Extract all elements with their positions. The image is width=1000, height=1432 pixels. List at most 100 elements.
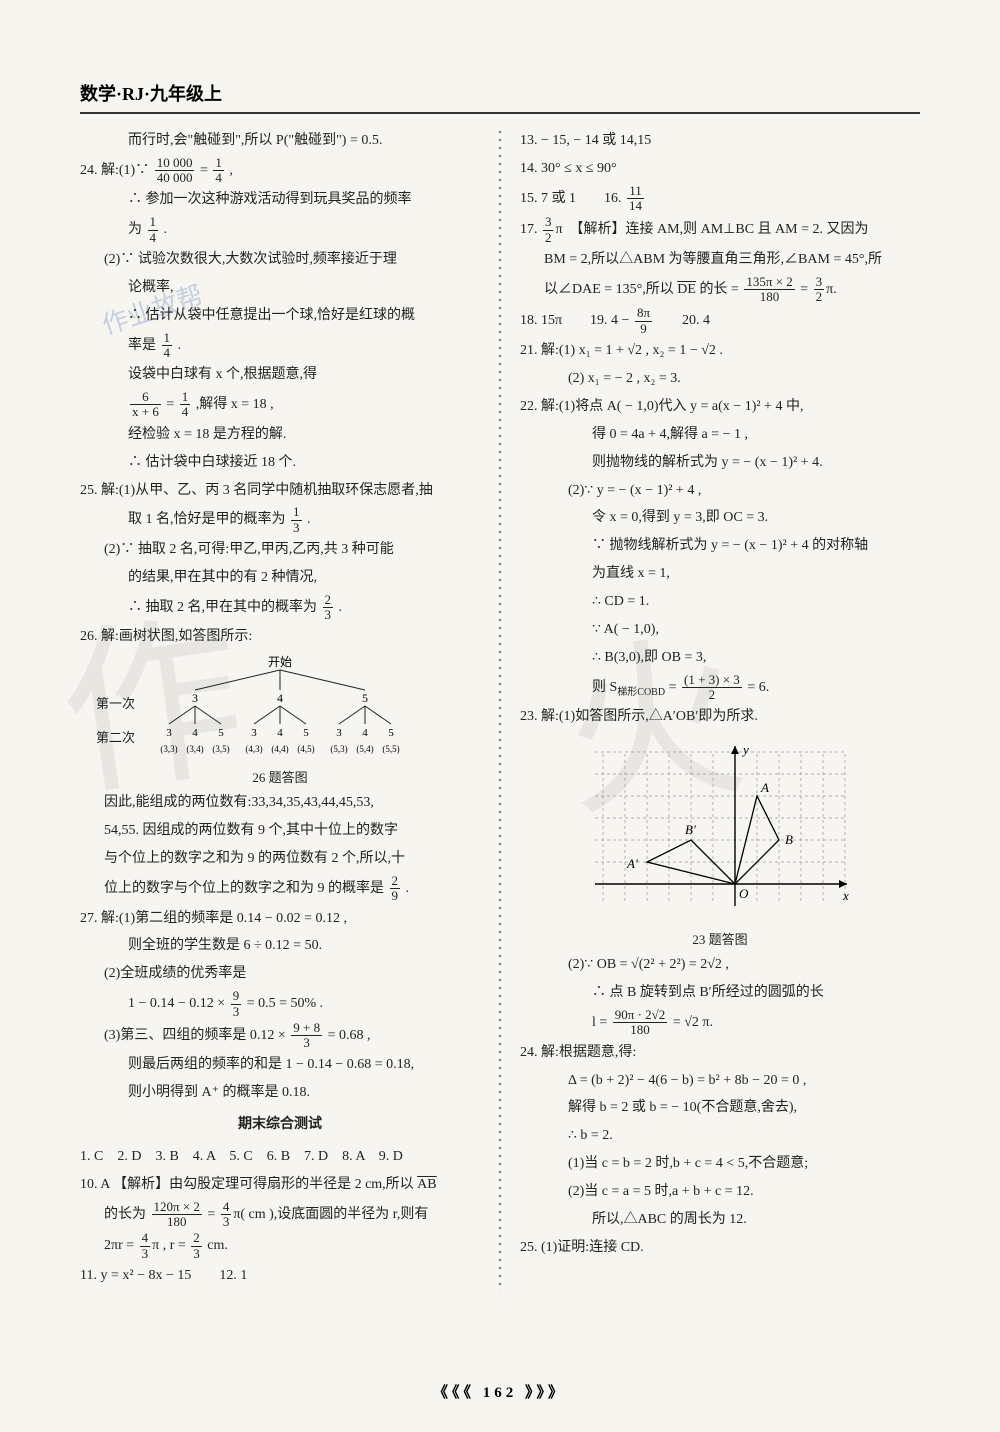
text-line: 21. 解:(1) x₁ = 1 + √2 , x₂ = 1 − √2 .	[520, 338, 920, 364]
text-line: 论概率,	[80, 275, 480, 301]
text-line: 与个位上的数字之和为 9 的两位数有 2 个,所以,十	[80, 846, 480, 872]
svg-text:(4,3): (4,3)	[245, 744, 262, 754]
text-line: ∴ B(3,0),即 OB = 3,	[520, 645, 920, 671]
page-content: 数学·RJ·九年级上 而行时,会"触碰到",所以 P("触碰到") = 0.5.…	[80, 80, 920, 1291]
svg-text:(3,3): (3,3)	[160, 744, 177, 754]
text-line: 的长为 120π × 2180 = 43π( cm ),设底面圆的半径为 r,则…	[80, 1200, 480, 1230]
text-line: ∵ 抛物线解析式为 y = − (x − 1)² + 4 的对称轴	[520, 533, 920, 559]
svg-text:3: 3	[192, 691, 198, 705]
text-line: 18. 15π 19. 4 − 8π9 20. 4	[520, 306, 920, 336]
svg-text:(3,5): (3,5)	[212, 744, 229, 754]
svg-text:4: 4	[277, 691, 283, 705]
text-line: 10. A 【解析】由勾股定理可得扇形的半径是 2 cm,所以 AB	[80, 1172, 480, 1198]
text-line: 以∠DAE = 135°,所以 DE 的长 = 135π × 2180 = 32…	[520, 275, 920, 305]
right-column: 13. − 15, − 14 或 14,1514. 30° ≤ x ≤ 90°1…	[520, 128, 920, 1291]
page-header: 数学·RJ·九年级上	[80, 80, 920, 114]
svg-text:5: 5	[218, 727, 224, 739]
text-line: 则最后两组的频率的和是 1 − 0.14 − 0.68 = 0.18,	[80, 1052, 480, 1078]
text-line: 23. 解:(1)如答图所示,△A′OB′即为所求.	[520, 704, 920, 730]
text-line: Δ = (b + 2)² − 4(6 − b) = b² + 8b − 20 =…	[520, 1068, 920, 1094]
text-line: 6x + 6 = 14 ,解得 x = 18 ,	[80, 390, 480, 420]
text-line: 则抛物线的解析式为 y = − (x − 1)² + 4.	[520, 450, 920, 476]
text-line: 1 − 0.14 − 0.12 × 93 = 0.5 = 50% .	[80, 989, 480, 1019]
text-line: 15. 7 或 1 16. 1114	[520, 184, 920, 214]
text-line: ∵ A( − 1,0),	[520, 617, 920, 643]
text-line: 24. 解:(1)∵ 10 00040 000 = 14 ,	[80, 156, 480, 186]
text-line: ∴ 参加一次这种游戏活动得到玩具奖品的频率	[80, 187, 480, 213]
svg-text:A′: A′	[626, 856, 638, 871]
text-line: 17. 32π 【解析】连接 AM,则 AM⊥BC 且 AM = 2. 又因为	[520, 215, 920, 245]
text-line: 取 1 名,恰好是甲的概率为 13 .	[80, 505, 480, 535]
svg-text:(4,4): (4,4)	[271, 744, 288, 754]
svg-text:B′: B′	[685, 822, 696, 837]
text-line: (2)全班成绩的优秀率是	[80, 961, 480, 987]
text-line: 13. − 15, − 14 或 14,15	[520, 128, 920, 154]
text-line: (3)第三、四组的频率是 0.12 × 9 + 83 = 0.68 ,	[80, 1021, 480, 1051]
svg-text:开始: 开始	[268, 655, 292, 669]
text-line: ∴ 抽取 2 名,甲在其中的概率为 23 .	[80, 593, 480, 623]
svg-text:(4,5): (4,5)	[297, 744, 314, 754]
svg-text:B: B	[785, 832, 793, 847]
text-line: (2)∵ 试验次数很大,大数次试验时,频率接近于理	[80, 247, 480, 273]
svg-text:(5,5): (5,5)	[382, 744, 399, 754]
text-line: 的结果,甲在其中的有 2 种情况,	[80, 565, 480, 591]
text-line: (2)当 c = a = 5 时,a + b + c = 12.	[520, 1179, 920, 1205]
text-line: 14. 30° ≤ x ≤ 90°	[520, 156, 920, 182]
text-line: (2)∵ OB = √(2² + 2²) = 2√2 ,	[520, 952, 920, 978]
text-line: 为直线 x = 1,	[520, 561, 920, 587]
svg-text:4: 4	[277, 727, 283, 739]
text-line: 25. 解:(1)从甲、乙、丙 3 名同学中随机抽取环保志愿者,抽	[80, 478, 480, 504]
section-title: 期末综合测试	[80, 1112, 480, 1138]
svg-text:3: 3	[251, 727, 257, 739]
text-line: ∴ 点 B 旋转到点 B′所经过的圆弧的长	[520, 980, 920, 1006]
svg-text:3: 3	[336, 727, 342, 739]
text-line: 11. y = x² − 8x − 15 12. 1	[80, 1263, 480, 1289]
text-line: 22. 解:(1)将点 A( − 1,0)代入 y = a(x − 1)² + …	[520, 394, 920, 420]
svg-text:4: 4	[362, 727, 368, 739]
text-line: 54,55. 因组成的两位数有 9 个,其中十位上的数字	[80, 818, 480, 844]
text-line: 所以,△ABC 的周长为 12.	[520, 1207, 920, 1233]
text-line: 26. 解:画树状图,如答图所示:	[80, 624, 480, 650]
text-line: ∴ 估计袋中白球接近 18 个.	[80, 450, 480, 476]
text-line: (1)当 c = b = 2 时,b + c = 4 < 5,不合题意;	[520, 1151, 920, 1177]
text-line: l = 90π · 2√2180 = √2 π.	[520, 1008, 920, 1038]
text-line: (2) x₁ = − 2 , x₂ = 3.	[520, 366, 920, 392]
text-line: 则全班的学生数是 6 ÷ 0.12 = 50.	[80, 933, 480, 959]
text-line: ∴ b = 2.	[520, 1123, 920, 1149]
text-line: 解得 b = 2 或 b = − 10(不合题意,舍去),	[520, 1095, 920, 1121]
text-line: 1. C 2. D 3. B 4. A 5. C 6. B 7. D 8. A …	[80, 1144, 480, 1170]
page-number: 《《《 162 》》》	[0, 1381, 1000, 1402]
text-line: (2)∵ 抽取 2 名,可得:甲乙,甲丙,乙丙,共 3 种可能	[80, 537, 480, 563]
text-line: 因此,能组成的两位数有:33,34,35,43,44,45,53,	[80, 790, 480, 816]
text-line: BM = 2,所以△ABM 为等腰直角三角形,∠BAM = 45°,所	[520, 247, 920, 273]
svg-text:5: 5	[388, 727, 394, 739]
text-line: 设袋中白球有 x 个,根据题意,得	[80, 362, 480, 388]
text-line: 经检验 x = 18 是方程的解.	[80, 422, 480, 448]
svg-text:O: O	[739, 886, 749, 901]
text-line: 2πr = 43π , r = 23 cm.	[80, 1231, 480, 1261]
svg-text:(5,4): (5,4)	[356, 744, 373, 754]
svg-text:5: 5	[362, 691, 368, 705]
text-line: 27. 解:(1)第二组的频率是 0.14 − 0.02 = 0.12 ,	[80, 906, 480, 932]
svg-text:x: x	[842, 888, 849, 903]
text-line: ∴ 估计从袋中任意提出一个球,恰好是红球的概	[80, 303, 480, 329]
text-line: 24. 解:根据题意,得:	[520, 1040, 920, 1066]
svg-text:3: 3	[166, 727, 172, 739]
text-line: 为 14 .	[80, 215, 480, 245]
text-line: 得 0 = 4a + 4,解得 a = − 1 ,	[520, 422, 920, 448]
text-line: 则 S梯形COBD = (1 + 3) × 32 = 6.	[520, 673, 920, 703]
svg-text:5: 5	[303, 727, 309, 739]
svg-text:y: y	[741, 742, 749, 757]
text-line: 位上的数字与个位上的数字之和为 9 的概率是 29 .	[80, 874, 480, 904]
text-line: (2)∵ y = − (x − 1)² + 4 ,	[520, 478, 920, 504]
svg-text:(3,4): (3,4)	[186, 744, 203, 754]
svg-text:(5,3): (5,3)	[330, 744, 347, 754]
left-column: 而行时,会"触碰到",所以 P("触碰到") = 0.5.24. 解:(1)∵ …	[80, 128, 480, 1291]
text-line: ∴ CD = 1.	[520, 589, 920, 615]
svg-text:A: A	[760, 780, 769, 795]
column-divider	[498, 128, 502, 1291]
svg-text:4: 4	[192, 727, 198, 739]
text-line: 令 x = 0,得到 y = 3,即 OC = 3.	[520, 505, 920, 531]
text-line: 25. (1)证明:连接 CD.	[520, 1235, 920, 1261]
text-line: 则小明得到 A⁺ 的概率是 0.18.	[80, 1080, 480, 1106]
